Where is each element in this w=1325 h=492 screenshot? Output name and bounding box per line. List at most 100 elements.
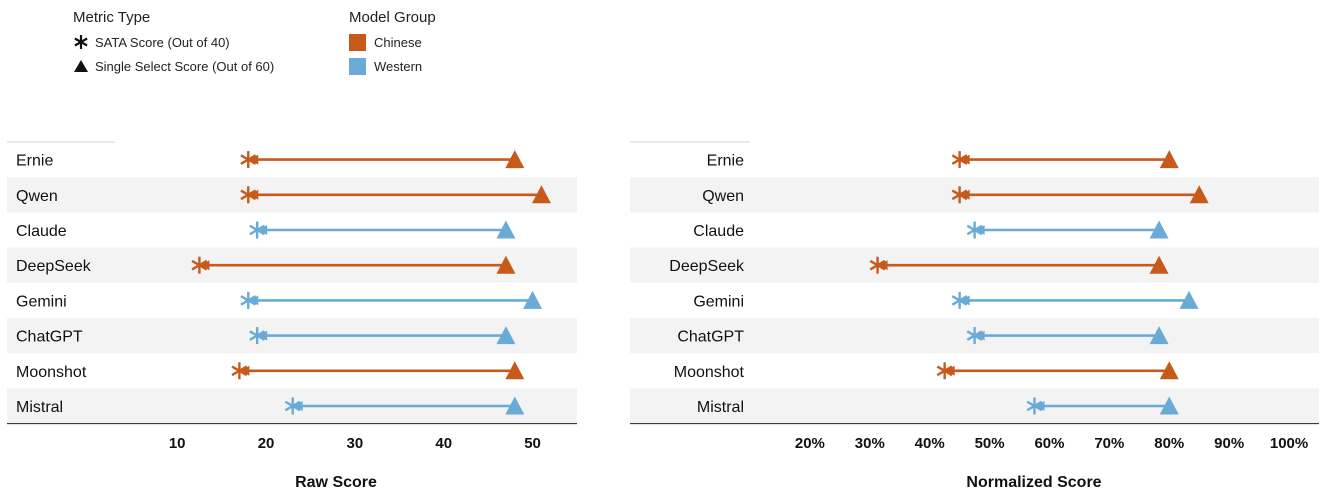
normalized-score-panel: Ernie Qwen Claude DeepSeek Gemini ChatGPT Moon… [630, 141, 1319, 491]
chinese-swatch [349, 33, 366, 51]
legend-item-chinese: Chinese [349, 30, 436, 54]
x-tick-label: 40% [915, 435, 945, 452]
x-tick-label: 60% [1034, 435, 1064, 452]
row-label-mistral: Mistral [697, 399, 744, 416]
x-tick-label: 10 [169, 435, 186, 452]
row-band [630, 388, 1319, 424]
x-tick-label: 30 [347, 435, 364, 452]
legend-item-single-select: Single Select Score (Out of 60) [73, 54, 274, 78]
sata-point-qwen [951, 186, 968, 204]
single-select-point-qwen [1189, 185, 1209, 204]
single-select-point-mistral [1159, 396, 1179, 415]
x-tick-label: 100% [1270, 435, 1308, 452]
arrowhead-claude [258, 225, 268, 235]
sata-point-claude [249, 221, 266, 239]
legend-item-sata: SATA Score (Out of 40) [73, 30, 274, 54]
single-select-point-gemini [1179, 290, 1199, 309]
legend-group-title: Model Group [349, 9, 436, 26]
row-label-ernie: Ernie [16, 153, 53, 170]
single-select-point-ernie [505, 150, 525, 169]
single-select-point-claude [496, 220, 516, 239]
row-label-mistral: Mistral [16, 399, 63, 416]
row-label-moonshot: Moonshot [674, 364, 745, 381]
sata-point-qwen [240, 186, 257, 204]
arrowhead-moonshot [240, 365, 250, 376]
row-label-chatgpt: ChatGPT [677, 329, 744, 346]
sata-point-mistral [284, 397, 301, 415]
x-tick-label: 30% [855, 435, 885, 452]
legend-label-single-select: Single Select Score (Out of 60) [95, 58, 275, 74]
row-label-gemini: Gemini [693, 293, 744, 310]
legend-model-group: Model Group Chinese Western [349, 9, 436, 78]
sata-point-deepseek [191, 256, 208, 274]
single-select-point-mistral [505, 396, 525, 415]
x-tick-label: 40 [435, 435, 452, 452]
row-label-chatgpt: ChatGPT [16, 329, 83, 346]
arrowhead-qwen [960, 189, 970, 200]
legend-item-western: Western [349, 54, 436, 78]
arrowhead-gemini [249, 295, 259, 306]
raw-score-panel: Ernie Qwen Claude DeepSeek Gemini ChatGPT Moon… [7, 141, 577, 491]
x-tick-label: 20 [258, 435, 275, 452]
single-select-point-chatgpt [1149, 326, 1169, 345]
x-tick-label: 90% [1214, 435, 1244, 452]
row-label-deepseek: DeepSeek [16, 258, 92, 275]
row-label-claude: Claude [16, 223, 67, 240]
asterisk-icon [73, 34, 95, 50]
single-select-point-gemini [523, 290, 543, 309]
triangle-icon [73, 59, 95, 73]
arrowhead-qwen [249, 189, 259, 200]
arrowhead-mistral [1035, 401, 1045, 411]
arrowhead-moonshot [945, 365, 955, 376]
single-select-point-moonshot [505, 361, 525, 380]
sata-point-deepseek [869, 256, 886, 274]
x-tick-label: 70% [1094, 435, 1124, 452]
sata-point-moonshot [231, 362, 248, 380]
sata-point-claude [966, 221, 983, 239]
x-tick-label: 80% [1154, 435, 1184, 452]
row-label-moonshot: Moonshot [16, 364, 87, 381]
sata-point-gemini [240, 291, 257, 309]
row-label-ernie: Ernie [707, 153, 744, 170]
row-label-claude: Claude [693, 223, 744, 240]
row-label-deepseek: DeepSeek [669, 258, 745, 275]
sata-point-mistral [1026, 397, 1043, 415]
row-label-qwen: Qwen [16, 188, 58, 205]
arrowhead-claude [975, 225, 985, 235]
sata-point-ernie [951, 151, 968, 169]
single-select-point-claude [1149, 220, 1169, 239]
row-label-qwen: Qwen [702, 188, 744, 205]
sata-point-chatgpt [249, 327, 266, 345]
legend-label-chinese: Chinese [374, 34, 422, 50]
sata-point-ernie [240, 151, 257, 169]
x-tick-label: 50 [524, 435, 541, 452]
legend-metric-type: Metric Type SATA Score (Out of 40) Singl… [73, 9, 274, 78]
single-select-point-ernie [1159, 150, 1179, 169]
x-axis-title: Raw Score [295, 474, 377, 491]
single-select-point-chatgpt [496, 326, 516, 345]
arrowhead-deepseek [878, 260, 888, 271]
legend-metric-title: Metric Type [73, 9, 151, 26]
single-select-point-qwen [531, 185, 551, 204]
arrowhead-ernie [960, 154, 970, 165]
arrowhead-gemini [960, 295, 970, 306]
row-label-gemini: Gemini [16, 293, 67, 310]
x-axis-title: Normalized Score [966, 474, 1101, 491]
arrowhead-ernie [249, 154, 259, 165]
arrowhead-chatgpt [975, 330, 985, 341]
legend-label-western: Western [374, 58, 423, 74]
legend-label-sata: SATA Score (Out of 40) [95, 34, 230, 50]
arrowhead-chatgpt [258, 330, 268, 341]
single-select-point-deepseek [496, 255, 516, 274]
sata-point-chatgpt [966, 327, 983, 345]
single-select-point-moonshot [1159, 361, 1179, 380]
sata-point-gemini [951, 291, 968, 309]
western-swatch [349, 57, 366, 75]
x-tick-label: 20% [795, 435, 825, 452]
x-tick-label: 50% [975, 435, 1005, 452]
single-select-point-deepseek [1149, 255, 1169, 274]
arrowhead-mistral [293, 401, 303, 411]
sata-point-moonshot [936, 362, 953, 380]
arrowhead-deepseek [200, 260, 210, 271]
